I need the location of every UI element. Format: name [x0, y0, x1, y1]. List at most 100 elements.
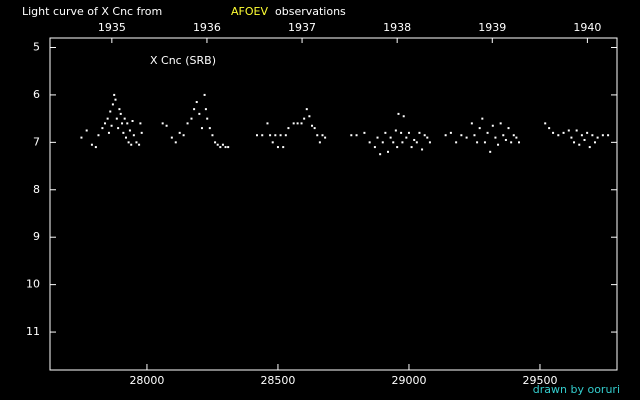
- data-point: [407, 131, 410, 134]
- x2-tick-label: 1939: [478, 21, 506, 34]
- data-point: [311, 124, 314, 127]
- chart-title-source: AFOEV: [231, 5, 268, 18]
- data-point: [389, 136, 392, 139]
- data-point: [321, 134, 324, 137]
- data-point: [586, 131, 589, 134]
- data-point: [381, 141, 384, 144]
- data-point: [504, 138, 507, 141]
- data-point: [117, 127, 120, 130]
- data-point: [271, 141, 274, 144]
- data-point: [580, 134, 583, 137]
- data-point: [596, 136, 599, 139]
- y-tick-label: 6: [33, 88, 40, 101]
- data-point: [423, 134, 426, 137]
- data-point: [421, 148, 424, 151]
- data-point: [276, 146, 279, 149]
- data-point: [130, 143, 133, 146]
- data-point: [109, 110, 112, 113]
- data-point: [266, 122, 269, 125]
- data-point: [396, 146, 399, 149]
- data-point: [418, 131, 421, 134]
- data-point: [208, 127, 211, 130]
- data-point: [415, 141, 418, 144]
- data-point: [400, 131, 403, 134]
- x-tick-label: 28000: [129, 374, 164, 387]
- data-point: [107, 131, 110, 134]
- data-point: [350, 134, 353, 137]
- y-tick-label: 8: [33, 183, 40, 196]
- data-point: [413, 138, 416, 141]
- data-point: [127, 141, 130, 144]
- data-point: [300, 122, 303, 125]
- data-point: [373, 146, 376, 149]
- data-point: [110, 124, 113, 127]
- data-point: [165, 124, 168, 127]
- data-point: [303, 117, 306, 120]
- chart-title-suffix: observations: [275, 5, 346, 18]
- data-point: [570, 136, 573, 139]
- data-point: [111, 103, 114, 106]
- data-point: [292, 122, 295, 125]
- x-tick-label: 29000: [391, 374, 426, 387]
- data-point: [85, 129, 88, 132]
- data-point: [284, 134, 287, 137]
- data-point: [384, 131, 387, 134]
- data-point: [80, 136, 83, 139]
- data-point: [368, 141, 371, 144]
- data-point: [308, 115, 311, 118]
- data-point: [379, 153, 382, 156]
- data-point: [489, 150, 492, 153]
- data-point: [313, 127, 316, 130]
- data-point: [94, 146, 97, 149]
- data-point: [548, 127, 551, 130]
- data-point: [481, 117, 484, 120]
- data-point: [138, 143, 141, 146]
- data-point: [224, 146, 227, 149]
- data-point: [507, 127, 510, 130]
- data-point: [186, 122, 189, 125]
- data-point: [573, 141, 576, 144]
- data-point: [491, 124, 494, 127]
- data-point: [392, 141, 395, 144]
- data-point: [126, 122, 129, 125]
- data-point: [455, 141, 458, 144]
- data-point: [583, 138, 586, 141]
- data-point: [90, 143, 93, 146]
- data-point: [198, 112, 201, 115]
- data-point: [174, 141, 177, 144]
- chart-title: Light curve of X Cnc from: [22, 5, 162, 18]
- data-point: [211, 134, 214, 137]
- x2-tick-label: 1937: [288, 21, 316, 34]
- data-point: [101, 127, 104, 130]
- data-point: [426, 136, 429, 139]
- data-point: [296, 122, 299, 125]
- data-point: [575, 129, 578, 132]
- data-point: [478, 127, 481, 130]
- data-point: [282, 146, 285, 149]
- data-point: [567, 129, 570, 132]
- data-point: [502, 134, 505, 137]
- data-point: [269, 134, 272, 137]
- data-point: [206, 117, 209, 120]
- data-point: [593, 141, 596, 144]
- data-point: [607, 134, 610, 137]
- x2-tick-label: 1935: [98, 21, 126, 34]
- data-point: [588, 146, 591, 149]
- data-point: [123, 117, 126, 120]
- data-point: [161, 122, 164, 125]
- data-point: [518, 141, 521, 144]
- data-point: [104, 122, 107, 125]
- data-point: [274, 134, 277, 137]
- data-point: [557, 134, 560, 137]
- data-point: [279, 134, 282, 137]
- data-point: [394, 129, 397, 132]
- plot-frame: [49, 37, 618, 371]
- data-point: [410, 146, 413, 149]
- data-point: [203, 93, 206, 96]
- data-point: [386, 150, 389, 153]
- data-point: [483, 141, 486, 144]
- data-point: [261, 134, 264, 137]
- data-point: [118, 108, 121, 111]
- data-point: [216, 143, 219, 146]
